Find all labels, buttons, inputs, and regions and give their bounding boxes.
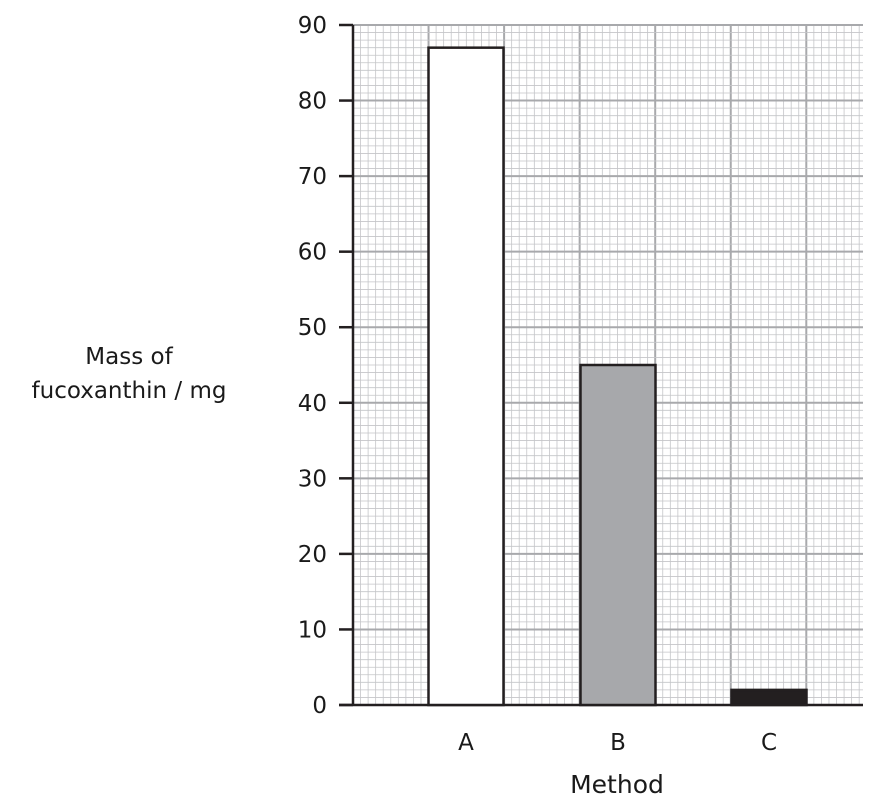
bars xyxy=(427,46,808,707)
y-tick-label: 20 xyxy=(298,542,327,568)
y-tick-label: 80 xyxy=(298,89,327,115)
bar-B xyxy=(579,363,657,707)
y-tick-label: 70 xyxy=(298,164,327,190)
y-axis-label-line-1: Mass of xyxy=(85,344,173,370)
x-tick-label-B: B xyxy=(610,730,626,756)
x-tick-label-A: A xyxy=(458,730,474,756)
tick-labels: 0 10 20 30 40 50 60 70 80 90 A B C xyxy=(298,13,777,756)
y-tick-label: 50 xyxy=(298,315,327,341)
y-axis-label-line-2: fucoxanthin / mg xyxy=(31,378,227,404)
x-axis-label: Method xyxy=(570,770,664,799)
y-tick-label: 90 xyxy=(298,13,327,39)
y-tick-label: 10 xyxy=(298,617,327,643)
y-tick-label: 40 xyxy=(298,391,327,417)
bar-C xyxy=(730,688,808,707)
x-tick-label-C: C xyxy=(761,730,777,756)
y-tick-label: 30 xyxy=(298,466,327,492)
bar-A xyxy=(427,46,505,707)
y-tick-label: 60 xyxy=(298,240,327,266)
y-tick-label: 0 xyxy=(312,693,327,719)
